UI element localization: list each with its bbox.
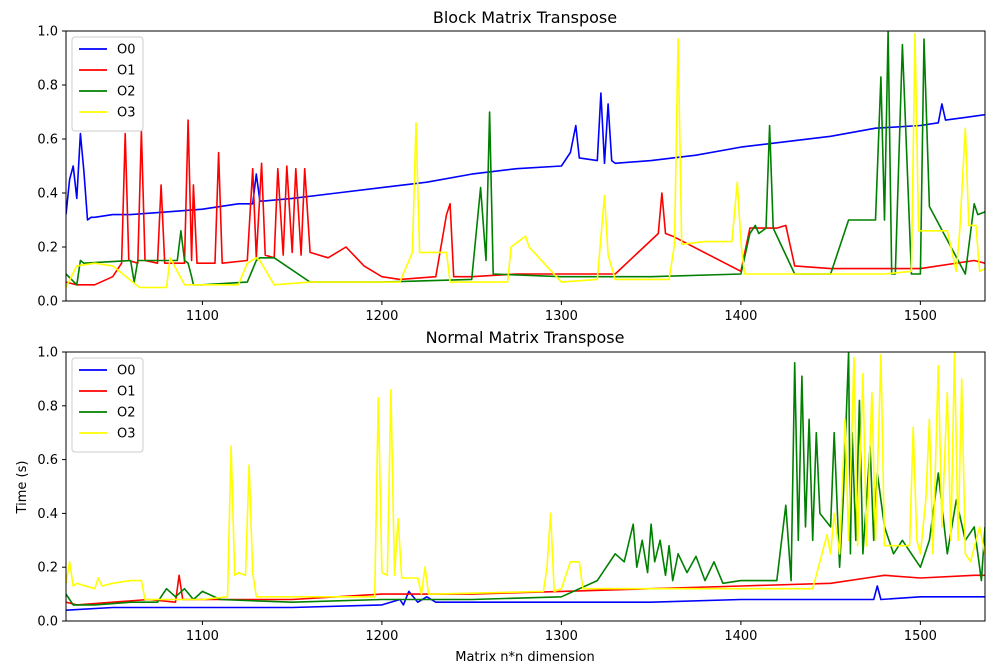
x-tick-label: 1100 bbox=[186, 309, 219, 324]
series-line-o2 bbox=[66, 31, 985, 286]
y-tick-label: 1.0 bbox=[37, 346, 58, 361]
legend-label-o2: O2 bbox=[117, 406, 136, 421]
x-tick-label: 1300 bbox=[545, 309, 578, 324]
x-tick-label: 1400 bbox=[724, 309, 757, 324]
series-line-o3 bbox=[66, 32, 985, 289]
legend-box bbox=[71, 36, 144, 132]
x-tick-label: 1300 bbox=[545, 629, 578, 644]
plot-area: 1100 1200 1300 1400 1500 0.0 0.2 0.4 0.6 0.8 1.0 O0… bbox=[37, 25, 986, 324]
y-tick-label: 0.6 bbox=[37, 133, 58, 148]
series-line-o1 bbox=[66, 119, 985, 286]
series-group bbox=[66, 352, 985, 611]
legend-label-o3: O3 bbox=[117, 106, 136, 121]
legend: O0 O1 O2 O3 bbox=[71, 357, 144, 453]
legend-label-o0: O0 bbox=[117, 364, 136, 379]
legend-label-o3: O3 bbox=[117, 427, 136, 442]
series-line-o0 bbox=[66, 92, 985, 221]
x-tick-label: 1200 bbox=[365, 629, 398, 644]
x-tick-label: 1500 bbox=[904, 309, 937, 324]
normal-transpose-chart: Normal Matrix Transpose 1100 1200 1300 1400… bbox=[15, 328, 986, 665]
y-tick-label: 0.0 bbox=[37, 615, 58, 630]
x-tick-label: 1100 bbox=[186, 629, 219, 644]
y-axis-label: Time (s) bbox=[15, 461, 30, 515]
block-transpose-chart: Block Matrix Transpose 1100 1200 1300 1400 1… bbox=[37, 8, 986, 324]
y-tick-label: 0.2 bbox=[37, 241, 58, 256]
y-tick-label: 0.8 bbox=[37, 79, 58, 94]
y-tick-label: 0.0 bbox=[37, 295, 58, 310]
series-line-o0 bbox=[66, 585, 985, 611]
y-tick-label: 1.0 bbox=[37, 25, 58, 40]
y-tick-label: 0.8 bbox=[37, 399, 58, 414]
x-tick-label: 1500 bbox=[904, 629, 937, 644]
plot-frame bbox=[65, 351, 986, 622]
x-tick-label: 1400 bbox=[724, 629, 757, 644]
legend: O0 O1 O2 O3 bbox=[71, 36, 144, 132]
legend-label-o1: O1 bbox=[117, 385, 136, 400]
chart-title: Normal Matrix Transpose bbox=[426, 328, 625, 347]
y-tick-label: 0.4 bbox=[37, 187, 58, 202]
legend-label-o2: O2 bbox=[117, 85, 136, 100]
legend-box bbox=[71, 357, 144, 453]
plot-frame bbox=[65, 30, 986, 302]
legend-label-o0: O0 bbox=[117, 43, 136, 58]
y-tick-label: 0.6 bbox=[37, 453, 58, 468]
legend-label-o1: O1 bbox=[117, 64, 136, 79]
chart-title: Block Matrix Transpose bbox=[433, 8, 617, 27]
y-tick-label: 0.4 bbox=[37, 507, 58, 522]
x-axis-label: Matrix n*n dimension bbox=[455, 650, 595, 665]
series-group bbox=[66, 31, 985, 289]
y-tick-label: 0.2 bbox=[37, 561, 58, 576]
plot-area: 1100 1200 1300 1400 1500 0.0 0.2 0.4 0.6 0.8 1.0 O0… bbox=[37, 346, 986, 644]
x-tick-label: 1200 bbox=[365, 309, 398, 324]
series-line-o3 bbox=[66, 352, 985, 601]
